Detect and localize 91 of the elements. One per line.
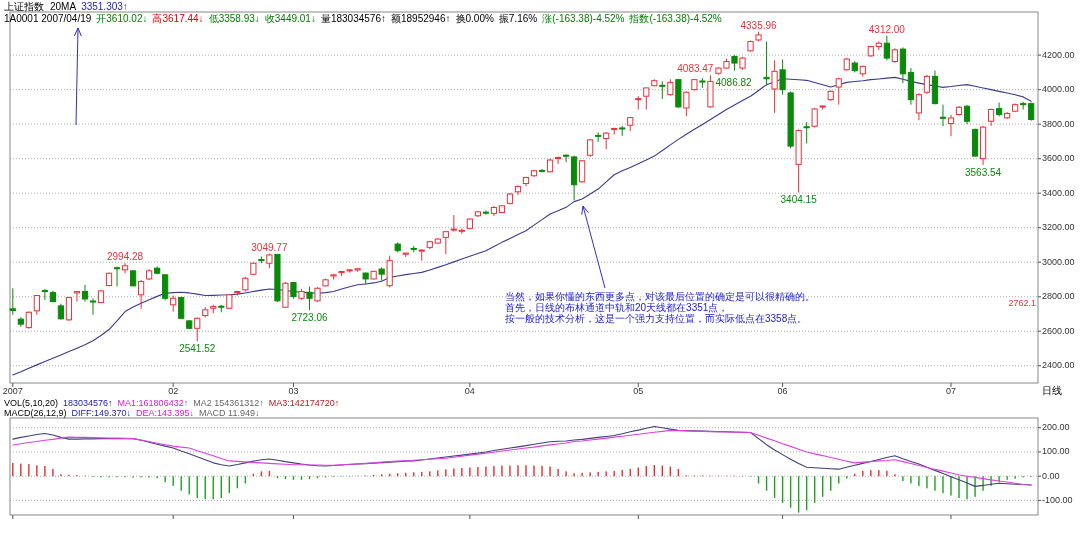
annotation: 振7.16% bbox=[498, 13, 538, 24]
candlestick bbox=[442, 230, 449, 255]
annotation: 当然，如果你懂的东西更多点，对该最后位置的确定是可以很精确的。 bbox=[505, 291, 815, 302]
annotation: 额18952946↑ bbox=[391, 13, 451, 24]
y-tick-label: 2600.00 bbox=[1042, 325, 1075, 336]
text: 183034576↑ bbox=[63, 398, 113, 408]
annotation: 3049.77 bbox=[251, 241, 288, 253]
candlestick bbox=[194, 316, 201, 342]
annotation: 3563.54 bbox=[964, 166, 1002, 178]
candlestick bbox=[282, 281, 289, 309]
candlestick bbox=[81, 284, 89, 303]
text: 20MA bbox=[50, 1, 77, 12]
candlestick bbox=[835, 77, 842, 106]
candlestick bbox=[763, 41, 770, 87]
annotation: 1A0001 2007/04/19 bbox=[4, 13, 92, 24]
chart-title: 上证指数 bbox=[4, 1, 44, 12]
candlestick bbox=[771, 59, 778, 114]
y-tick-label: 2800.00 bbox=[1042, 291, 1075, 302]
annotation: MACD(26,12,9) bbox=[4, 408, 67, 418]
annotation: 2994.28 bbox=[106, 251, 144, 263]
candlestick bbox=[9, 287, 16, 316]
text: 3351.303↑ bbox=[81, 1, 128, 12]
candlestick bbox=[947, 114, 955, 137]
annotation: DEA:143.395↓ bbox=[136, 408, 195, 418]
text: MA3:142174720↑ bbox=[268, 398, 340, 408]
candlestick bbox=[89, 297, 97, 316]
candlestick bbox=[803, 121, 810, 144]
annotation: 涨(-163.38)-4.52% bbox=[542, 13, 625, 24]
y-tick-label: 4200.00 bbox=[1042, 49, 1075, 60]
candlestick bbox=[915, 92, 923, 121]
annotation: 换0.00% bbox=[455, 13, 494, 24]
y-tick-label: 2400.00 bbox=[1042, 360, 1075, 371]
y-tick-label: 100.00 bbox=[1042, 446, 1070, 457]
y-tick-label: 3400.00 bbox=[1042, 187, 1075, 198]
text: VOL(5,10,20) bbox=[4, 398, 59, 408]
candlestick bbox=[162, 273, 169, 301]
annotation: 4083.47 bbox=[677, 63, 714, 75]
x-tick-label: 07 bbox=[945, 386, 956, 396]
candlestick bbox=[33, 294, 40, 316]
candlestick bbox=[923, 74, 931, 95]
annotation: 2723.06 bbox=[291, 312, 329, 323]
y-tick-label: 4000.00 bbox=[1042, 84, 1075, 95]
annotation: 量183034576↑ bbox=[320, 13, 386, 24]
text: MA1:161806432↑ bbox=[117, 398, 189, 408]
annotation: 4086.82 bbox=[715, 76, 753, 88]
annotation: 开3610.02↓ bbox=[96, 13, 148, 24]
annotation: 按一般的技术分析，这是一个强力支持位置，而实际低点在3358点。 bbox=[505, 313, 808, 324]
candlestick bbox=[683, 90, 690, 117]
candlestick bbox=[73, 291, 81, 303]
x-tick-label: 2007 bbox=[2, 386, 23, 396]
annotation: 高3617.44↓ bbox=[152, 13, 204, 24]
y-tick-label: 0.00 bbox=[1042, 470, 1060, 481]
candlestick bbox=[643, 87, 650, 110]
annotation: 收3449.01↓ bbox=[264, 13, 316, 24]
annotation: 4335.96 bbox=[740, 19, 778, 31]
x-tick-label: 05 bbox=[633, 386, 644, 396]
annotation: 低3358.93↓ bbox=[208, 13, 260, 24]
annotation: MACD 11.949↓ bbox=[199, 408, 260, 418]
annotation: 3404.15 bbox=[780, 194, 818, 206]
candlestick bbox=[121, 262, 129, 274]
candlestick bbox=[779, 58, 786, 96]
candlestick bbox=[554, 156, 562, 165]
candlestick bbox=[939, 104, 947, 127]
candlestick bbox=[306, 286, 313, 311]
candlestick bbox=[963, 104, 971, 125]
candlestick bbox=[563, 153, 570, 163]
annotation: 4312.00 bbox=[868, 23, 906, 35]
y-tick-label: -100.00 bbox=[1042, 494, 1073, 505]
annotation: 指数(-163.38)-4.52% bbox=[628, 13, 722, 24]
x-tick-label: 04 bbox=[464, 386, 475, 396]
x-tick-label: 02 bbox=[168, 386, 179, 396]
candlestick bbox=[482, 209, 490, 216]
annotation: 首先，日线的布林通道中轨和20天线都在3351点， bbox=[505, 302, 729, 313]
text: MA2 154361312↑ bbox=[193, 398, 264, 408]
candlestick bbox=[65, 296, 73, 322]
x-tick-label: 03 bbox=[288, 386, 299, 396]
y-tick-label: 3600.00 bbox=[1042, 153, 1075, 164]
annotation: 2762.1 bbox=[1008, 298, 1036, 308]
candlestick bbox=[41, 288, 48, 301]
y-tick-label: 3800.00 bbox=[1042, 118, 1075, 129]
candlestick bbox=[883, 35, 890, 61]
y-tick-label: 3000.00 bbox=[1042, 256, 1075, 267]
annotation: 2541.52 bbox=[179, 343, 216, 355]
x-tick-label: 06 bbox=[777, 386, 788, 396]
candlestick bbox=[579, 159, 586, 184]
y-tick-label: 3200.00 bbox=[1042, 222, 1075, 233]
annotation: DIFF:149.370↓ bbox=[71, 408, 132, 418]
text: 日线 bbox=[1042, 385, 1062, 396]
candlestick bbox=[458, 228, 465, 235]
candlestick bbox=[138, 279, 145, 310]
y-tick-label: 200.00 bbox=[1042, 422, 1070, 433]
